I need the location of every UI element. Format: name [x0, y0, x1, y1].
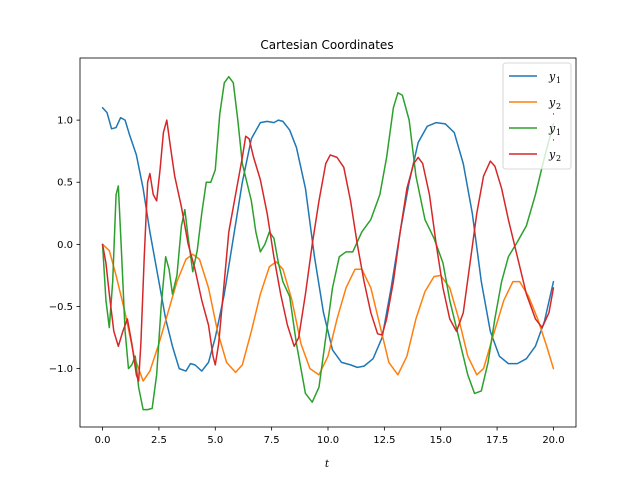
x-tick-label: 12.5: [373, 435, 395, 446]
y-tick-label: 0.0: [57, 240, 73, 251]
x-tick-label: 0.0: [95, 435, 111, 446]
legend-label-3: y: [548, 122, 556, 135]
series-line-2: [101, 243, 555, 382]
y-tick-label: −0.5: [49, 302, 73, 313]
x-tick-label: 20.0: [542, 435, 564, 446]
legend-label-sub-3: 1: [556, 128, 561, 137]
legend-dot-4: ˙: [551, 139, 556, 150]
legend-dot-3: ˙: [551, 113, 556, 124]
plot-area: 0.0 2.5 5.0 7.5 10.0 12.5 15.0 17.5 20.0 1.0 0.5 0.…: [49, 57, 577, 446]
x-tick-label: 7.5: [264, 435, 280, 446]
legend-label-sub-4: 2: [556, 154, 561, 163]
x-tick-label: 15.0: [430, 435, 452, 446]
legend-label-2: y: [548, 96, 556, 109]
x-tick-label: 5.0: [207, 435, 223, 446]
x-axis-label: t: [325, 458, 330, 470]
legend-label-4: y: [548, 148, 556, 161]
series-line-1: [101, 106, 555, 372]
y-tick-label: −1.0: [49, 364, 73, 375]
legend-label-1: y: [548, 70, 556, 83]
series-line-4: [101, 119, 555, 382]
legend-box: [502, 62, 572, 170]
chart-title: Cartesian Coordinates: [260, 38, 393, 52]
y-tick-label: 0.5: [57, 178, 73, 189]
x-tick-label: 10.0: [317, 435, 339, 446]
y-tick-label: 1.0: [57, 116, 73, 127]
x-tick-label: 2.5: [151, 435, 167, 446]
plot-frame: [79, 57, 577, 428]
legend-label-sub-1: 1: [556, 76, 561, 85]
series-line-3: [101, 75, 555, 411]
x-tick-label: 17.5: [486, 435, 508, 446]
legend-label-sub-2: 2: [556, 102, 561, 111]
